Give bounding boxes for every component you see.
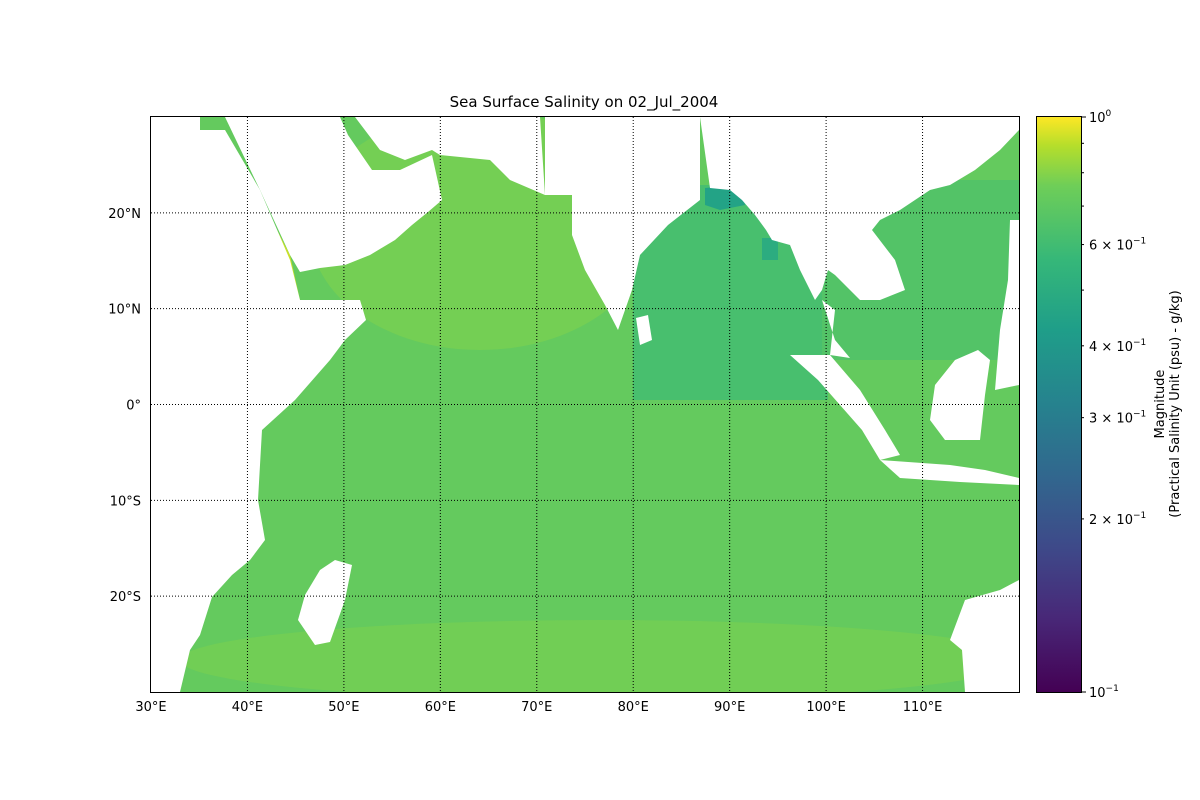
x-tick-label: 110°E (903, 700, 943, 715)
y-tick-label: 10°N (108, 303, 141, 318)
x-tick-label: 60°E (425, 700, 456, 715)
x-tick-label: 80°E (618, 700, 649, 715)
land-australia (950, 580, 1019, 692)
land-java (880, 460, 1019, 485)
chart-title: Sea Surface Salinity on 02_Jul_2004 (450, 93, 719, 112)
colorbar-tick-label: 3 × 10−1 (1089, 410, 1146, 427)
land-arabia (225, 117, 442, 272)
x-tick-label: 40°E (232, 700, 263, 715)
y-tick-label: 10°S (110, 494, 141, 509)
colorbar-gradient (1037, 117, 1081, 692)
land-sri-lanka (636, 315, 652, 345)
colorbar-label-line1: Magnitude (1153, 370, 1168, 439)
y-tick-label: 20°N (108, 207, 141, 222)
land-sumatra (790, 355, 900, 460)
colorbar-label: Magnitude (Practical Salinity Unit (psu)… (1153, 290, 1183, 517)
land-sulawesi (995, 220, 1019, 390)
x-axis: 30°E 40°E 50°E 60°E 70°E 80°E 90°E 100°E 110°E (135, 700, 942, 715)
colorbar-label-line2: (Practical Salinity Unit (psu) - g/kg) (1168, 290, 1183, 517)
colorbar-tick-label: 100 (1089, 109, 1112, 126)
x-tick-label: 50°E (328, 700, 359, 715)
colorbar-frame (1036, 116, 1082, 693)
land-malay-peninsula (822, 300, 850, 358)
x-tick-label: 90°E (714, 700, 745, 715)
land-indochina (700, 117, 1019, 300)
land-borneo (930, 350, 990, 440)
south-ocean-band (180, 620, 1019, 692)
map-plot-area (151, 117, 1019, 692)
x-tick-label: 30°E (135, 700, 166, 715)
irrawaddy-mouth-region (762, 238, 778, 260)
colorbar-tick-label: 2 × 10−1 (1089, 511, 1146, 528)
y-tick-label: 0° (126, 399, 141, 414)
land-india (545, 117, 700, 330)
colorbar-ticks: 100 10−1 6 × 10−1 4 × 10−1 3 × 10−1 2 × 10−1 (1081, 109, 1146, 701)
colorbar-tick-label: 4 × 10−1 (1089, 338, 1146, 355)
land-africa (151, 117, 366, 692)
y-axis: 20°N 10°N 0° 10°S 20°S (108, 207, 141, 605)
colorbar-tick-label: 6 × 10−1 (1089, 237, 1146, 254)
y-tick-label: 20°S (110, 590, 141, 605)
land-masses (151, 117, 1019, 692)
plot-frame (150, 116, 1020, 693)
x-tick-label: 70°E (521, 700, 552, 715)
colorbar-tick-label: 10−1 (1089, 684, 1119, 701)
x-tick-label: 100°E (806, 700, 846, 715)
land-iran-pakistan (355, 117, 545, 195)
grid-lines (151, 117, 1019, 692)
land-madagascar (298, 560, 352, 645)
